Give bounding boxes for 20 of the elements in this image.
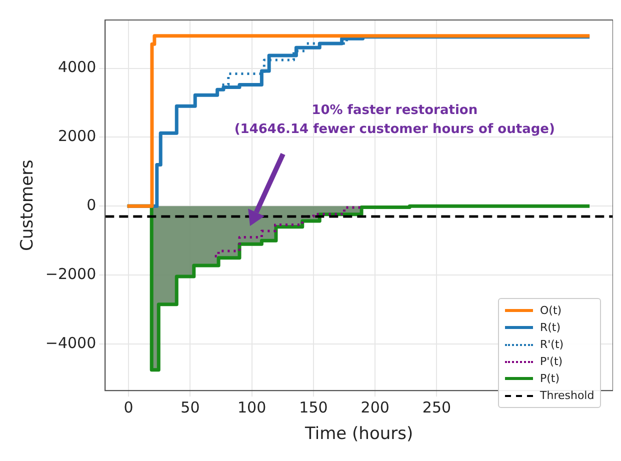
- annotation: 10% faster restoration (14646.14 fewer customer hours of outage): [234, 102, 555, 137]
- y-axis-title: Customers: [18, 159, 38, 252]
- y-tick-label: 2000: [58, 127, 96, 146]
- legend-label: P(t): [540, 372, 560, 385]
- x-tick-label: 150: [299, 398, 328, 416]
- y-tick-label: −4000: [45, 334, 96, 352]
- x-tick-label: 250: [422, 398, 452, 416]
- x-tick-label: 50: [180, 398, 200, 416]
- legend-label: P'(t): [540, 355, 563, 368]
- x-tick-label: 0: [124, 398, 134, 416]
- x-tick-label: 100: [238, 398, 266, 416]
- x-axis-title: Time (hours): [304, 424, 414, 444]
- legend-label: R'(t): [540, 338, 564, 351]
- y-tick-label: −2000: [45, 265, 96, 283]
- legend-label: O(t): [540, 304, 562, 317]
- x-tick-label: 200: [360, 398, 390, 416]
- legend-label: Threshold: [540, 389, 594, 402]
- legend-label: R(t): [540, 321, 561, 334]
- y-tick-label: 4000: [58, 58, 96, 76]
- y-tick-label: 0: [86, 196, 96, 214]
